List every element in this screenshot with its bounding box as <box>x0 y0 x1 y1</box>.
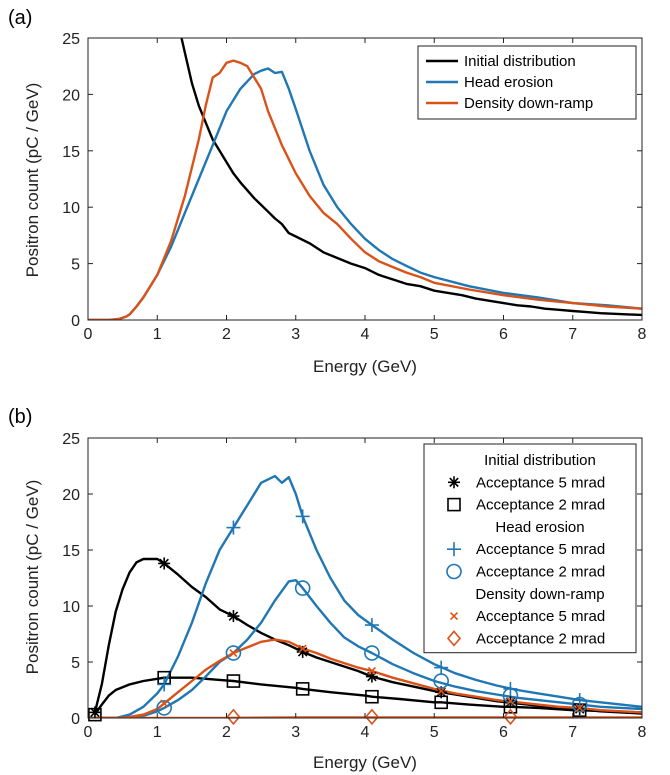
x-tick-label-0-0: 0 <box>84 326 93 343</box>
legend-label-2: Density down-ramp <box>464 95 593 112</box>
y-tick-label-1-3: 15 <box>62 543 80 560</box>
legend-b: Initial distribution Acceptance 5 mrad Acc… <box>423 443 637 654</box>
data-point-1-5-2 <box>503 708 518 726</box>
data-point-1-4-2 <box>298 644 307 653</box>
legend-marker-0-0 <box>448 476 460 489</box>
y-tick-label-0-2: 10 <box>62 200 80 217</box>
legend-marker-2-0 <box>449 612 459 621</box>
data-point-1-3-0 <box>156 700 172 716</box>
legend-marker-1-1 <box>446 563 462 580</box>
data-point-1-3-3 <box>364 645 380 661</box>
series-line-1-4 <box>88 638 642 718</box>
x-tick-label-1-4: 4 <box>361 724 370 741</box>
x-axis-label-b: Energy (GeV) <box>313 753 417 772</box>
legend-marker-0-1 <box>447 497 461 512</box>
x-tick-label-0-3: 3 <box>291 326 300 343</box>
x-tick-label-0-2: 2 <box>222 326 231 343</box>
legend-group-title-0: Initial distribution <box>484 452 596 469</box>
data-point-1-2-3 <box>364 618 379 633</box>
series-line-1-2 <box>88 474 642 718</box>
legend-label-0: Initial distribution <box>464 53 576 70</box>
data-point-1-4-1 <box>229 648 238 658</box>
data-point-1-2-0 <box>157 677 172 692</box>
y-tick-label-0-5: 25 <box>62 31 80 48</box>
legend-marker-2-1 <box>446 630 462 647</box>
legend-group-title-2: Density down-ramp <box>475 586 604 603</box>
x-tick-label-1-2: 2 <box>222 724 231 741</box>
chart-panel-a: (a) Energy (GeV) Positron count (pC / Ge… <box>8 7 647 376</box>
y-axis-label-b: Positron count (pC / GeV) <box>23 480 42 675</box>
y-tick-label-0-4: 20 <box>62 87 80 104</box>
legend-label-1-1: Acceptance 2 mrad <box>476 564 605 581</box>
data-point-1-3-2 <box>294 580 311 596</box>
x-tick-label-0-8: 8 <box>638 326 647 343</box>
data-point-1-0-1 <box>158 557 171 570</box>
x-tick-label-0-4: 4 <box>361 326 370 343</box>
x-tick-label-0-1: 1 <box>153 326 162 343</box>
data-point-1-4-3 <box>367 666 376 676</box>
legend-label-2-1: Acceptance 2 mrad <box>476 630 605 647</box>
plot-area <box>88 38 642 320</box>
y-tick-label-1-1: 5 <box>71 655 80 672</box>
y-tick-label-1-5: 25 <box>62 431 80 448</box>
x-tick-label-1-6: 6 <box>499 724 508 741</box>
x-tick-label-1-7: 7 <box>568 724 577 741</box>
x-axis-label-a: Energy (GeV) <box>313 357 417 376</box>
legend-label-1-0: Acceptance 5 mrad <box>476 541 605 558</box>
x-tick-label-1-0: 0 <box>84 724 93 741</box>
x-tick-label-1-5: 5 <box>430 724 439 741</box>
x-tick-label-1-8: 8 <box>638 724 647 741</box>
y-axis-label-a: Positron count (pC / GeV) <box>23 83 42 278</box>
x-tick-label-0-5: 5 <box>430 326 439 343</box>
data-point-1-1-4 <box>365 689 379 704</box>
data-point-1-0-2 <box>227 610 240 623</box>
series-line-1-3 <box>88 579 642 718</box>
y-tick-label-1-0: 0 <box>71 711 80 728</box>
x-tick-label-0-6: 6 <box>499 326 508 343</box>
legend-label-2-0: Acceptance 5 mrad <box>476 608 605 625</box>
data-point-1-5-0 <box>226 708 241 726</box>
y-tick-label-0-3: 15 <box>62 144 80 161</box>
data-point-1-1-2 <box>226 674 241 688</box>
y-tick-label-0-1: 5 <box>71 257 80 274</box>
data-point-1-1-5 <box>434 695 448 710</box>
chart-panel-b: (b) Energy (GeV) Positron count (pC / Ge… <box>8 406 647 772</box>
data-point-1-0-4 <box>365 670 378 683</box>
data-point-1-2-2 <box>295 509 310 524</box>
series-line-0-0 <box>180 38 642 317</box>
legend-label-0-1: Acceptance 2 mrad <box>476 497 605 514</box>
y-tick-label-1-4: 20 <box>62 487 80 504</box>
x-tick-label-0-7: 7 <box>568 326 577 343</box>
data-point-1-3-6 <box>571 696 588 713</box>
y-tick-label-0-0: 0 <box>71 313 80 330</box>
x-tick-label-1-1: 1 <box>153 724 162 741</box>
data-point-1-2-1 <box>226 520 241 535</box>
series-line-1-1 <box>93 676 642 716</box>
data-point-1-1-3 <box>295 682 310 696</box>
data-point-1-0-0 <box>88 706 101 719</box>
data-point-1-3-4 <box>433 673 449 689</box>
y-tick-label-1-2: 10 <box>62 599 80 616</box>
x-tick-label-1-3: 3 <box>291 724 300 741</box>
panel-label-b: (b) <box>8 406 32 428</box>
legend-label-1: Head erosion <box>464 74 553 91</box>
data-point-1-4-4 <box>437 687 446 696</box>
data-point-1-4-6 <box>575 703 584 712</box>
legend-group-title-1: Head erosion <box>495 519 584 536</box>
data-point-1-3-1 <box>225 645 242 661</box>
data-point-1-3-5 <box>502 687 519 704</box>
legend-label-0-0: Acceptance 5 mrad <box>476 474 605 491</box>
data-point-1-5-1 <box>364 708 379 726</box>
legend-marker-1-0 <box>447 542 461 557</box>
data-point-1-1-0 <box>88 707 102 722</box>
data-point-1-2-4 <box>434 660 449 675</box>
data-point-1-4-0 <box>160 699 169 708</box>
legend-a: Initial distribution Head erosion Density … <box>417 45 637 120</box>
series-line-0-2 <box>88 59 642 320</box>
panel-label-a: (a) <box>8 7 32 29</box>
data-point-1-4-5 <box>506 697 515 706</box>
